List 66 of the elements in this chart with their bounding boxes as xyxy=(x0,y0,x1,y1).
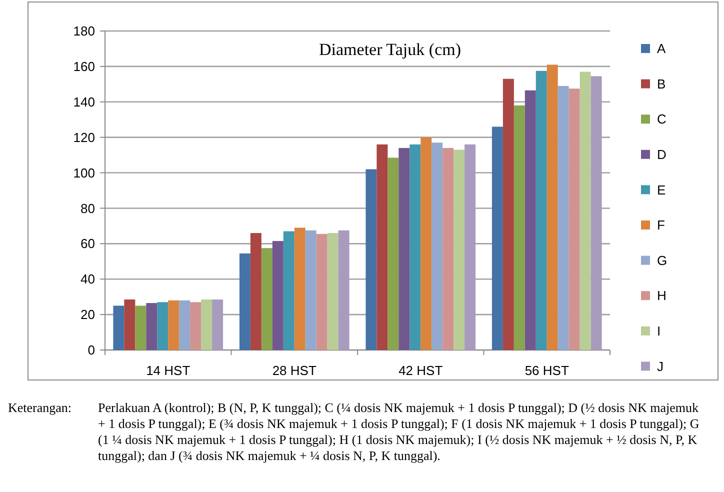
bar xyxy=(546,64,558,350)
bar xyxy=(294,228,306,350)
bar xyxy=(502,78,514,350)
y-tick-label: 40 xyxy=(80,272,95,287)
bar xyxy=(212,299,224,350)
bar xyxy=(558,86,569,350)
bar xyxy=(536,70,547,350)
bar xyxy=(201,299,212,350)
y-tick-label: 140 xyxy=(73,94,95,110)
legend-label: G xyxy=(657,252,668,268)
bar xyxy=(524,90,536,350)
y-tick-label: 100 xyxy=(73,165,95,180)
y-tick-label: 20 xyxy=(80,307,95,322)
legend-label: C xyxy=(657,112,666,127)
legend-label: B xyxy=(657,76,666,92)
bar xyxy=(580,72,591,350)
bar xyxy=(305,230,316,350)
bar xyxy=(327,233,338,350)
legend-label: F xyxy=(657,218,665,233)
x-tick-label: 42 HST xyxy=(398,363,443,378)
bar xyxy=(250,233,262,350)
x-tick-label: 28 HST xyxy=(272,363,316,378)
bar xyxy=(157,302,168,350)
bar xyxy=(146,303,158,350)
y-tick-label: 60 xyxy=(80,236,95,252)
bar xyxy=(454,150,465,350)
bar xyxy=(366,169,377,350)
legend-label: J xyxy=(657,358,664,374)
bar xyxy=(168,300,180,350)
bar xyxy=(316,234,328,350)
bar xyxy=(190,302,202,350)
y-tick-label: 160 xyxy=(73,58,95,74)
bar xyxy=(492,126,503,350)
y-tick-label: 0 xyxy=(88,342,95,358)
bar xyxy=(420,137,432,350)
bar xyxy=(398,148,410,350)
bar xyxy=(338,230,350,350)
y-tick-label: 120 xyxy=(73,130,95,145)
y-tick-label: 180 xyxy=(73,24,95,39)
bar xyxy=(124,299,136,350)
bar xyxy=(432,142,443,350)
bar xyxy=(376,144,388,350)
legend-label: A xyxy=(657,41,666,56)
bar xyxy=(272,241,284,350)
legend-label: H xyxy=(657,288,666,304)
legend-label: D xyxy=(657,146,666,162)
bar xyxy=(410,144,421,350)
x-tick-label: 14 HST xyxy=(146,363,190,378)
text: Diameter Tajuk (cm) xyxy=(319,40,461,59)
bar xyxy=(283,231,294,350)
bar xyxy=(239,253,250,350)
text: Keterangan: Perlakuan A (kontrol); B (N, P, K tunggal); C (¼ dosis NK majemuk + 1 dosis P tunggal); D (½ dosis NK majemuk + 1 dosis P tunggal); E (¾ dosis NK majemuk + 1 dosis P tunggal); F (1 dosis NK majemuk + 1 dosis P tunggal); G (1 ¼ dosis NK majemuk + 1 dosis P tunggal); H (1 dosis NK majemuk); I (½ dosis NK majemuk + ½ dosis N, P, K tunggal); dan J (¾ dosis NK majemuk + ¼ dosis N, P, K tunggal). xyxy=(8,400,700,463)
bar xyxy=(568,88,580,350)
legend-label: E xyxy=(657,182,666,198)
y-tick-label: 80 xyxy=(80,200,95,216)
bar xyxy=(514,105,525,350)
bar xyxy=(442,148,454,350)
bar xyxy=(388,158,399,350)
legend-label: I xyxy=(657,323,661,338)
bar xyxy=(464,144,476,350)
bar xyxy=(113,306,124,350)
bar xyxy=(261,248,272,350)
bar xyxy=(179,300,190,350)
x-tick-label: 56 HST xyxy=(524,363,569,378)
bar xyxy=(135,306,146,350)
bar xyxy=(590,76,602,350)
